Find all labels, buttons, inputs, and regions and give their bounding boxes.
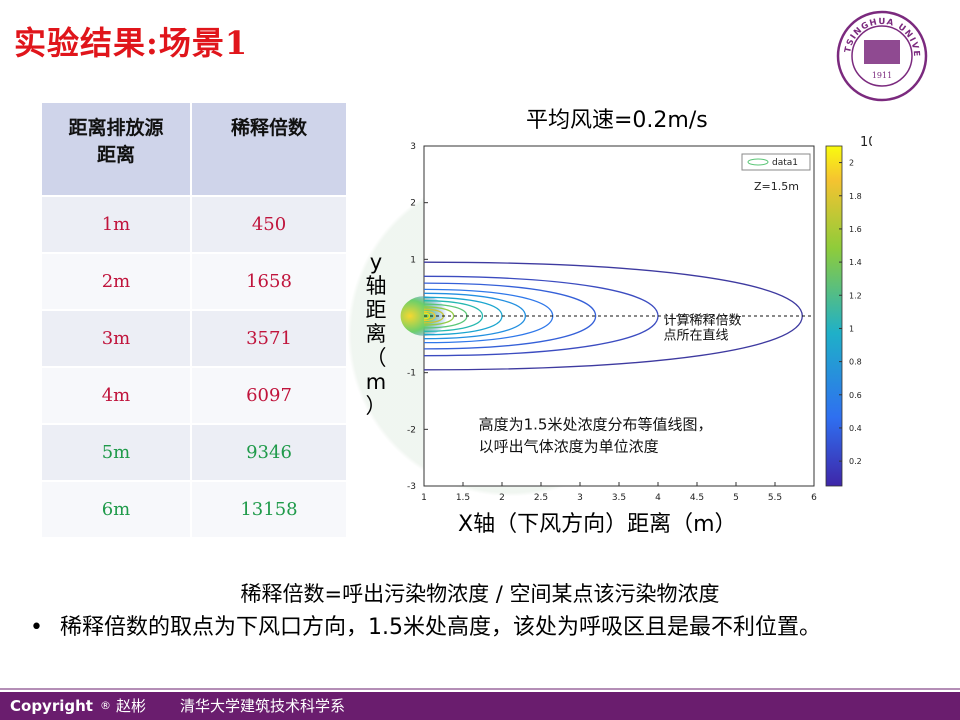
x-tick-label: 1.5 (456, 493, 470, 503)
contour-plot: 1 1.5 2 2.5 3 3.5 4 4.5 5 5.5 6 3 2 10 -1 -2 -3 data1 Z=1… (400, 133, 872, 503)
colorbar-tick-label: 1 (849, 324, 854, 333)
colorbar-exponent-base: 10 (860, 135, 872, 150)
colorbar-tick-label: 0.8 (849, 358, 862, 367)
annotation-line: 高度为1.5米处浓度分布等值线图， (479, 415, 713, 433)
y-tick-label: 2 (410, 199, 416, 209)
annotation: 高度为1.5米处浓度分布等值线图， 以呼出气体浓度为单位浓度 (479, 415, 713, 455)
contour-line (423, 306, 455, 326)
footer-bar: Copyright ® 赵彬 清华大学建筑技术科学系 (0, 692, 960, 720)
y-tick-label: 1 (410, 255, 416, 265)
chart-title: 平均风速=0.2m/s (526, 108, 708, 133)
x-tick-label: 1 (421, 493, 427, 503)
colorbar-tick-label: 1.4 (849, 258, 862, 267)
x-tick-label: 4.5 (690, 493, 704, 503)
university-logo: TSINGHUA UNIVERSITY 1911 (836, 10, 928, 102)
y-tick-label: 3 (410, 142, 416, 152)
table-row: 1m 450 (42, 195, 348, 253)
z-height-label: Z=1.5m (754, 180, 799, 193)
bullet-symbol: • (30, 615, 43, 640)
x-tick-label: 3.5 (612, 493, 626, 503)
footer-separator (0, 688, 960, 690)
y-tick-label: -1 (407, 369, 416, 379)
colorbar-tick-label: 2 (849, 159, 854, 168)
colorbar-tick-label: 1.2 (849, 291, 862, 300)
footer-organization: 清华大学建筑技术科学系 (180, 697, 346, 715)
x-tick-label: 4 (655, 493, 661, 503)
header-distance: 距离排放源 距离 (42, 103, 192, 196)
table-row: 2m 1658 (42, 252, 348, 310)
x-tick-label: 2.5 (534, 493, 548, 503)
colorbar-tick-label: 0.6 (849, 391, 862, 400)
x-tick-label: 2 (499, 493, 505, 503)
dilution-table: 距离排放源 距离 稀释倍数 1m 450 2m 1658 3m 3571 4m 6097 … (42, 103, 348, 537)
x-tick-label: 3 (577, 493, 583, 503)
colorbar-tick-label: 0.2 (849, 457, 862, 466)
table-row: 3m 3571 (42, 309, 348, 367)
contour-line (423, 292, 527, 340)
colorbar-exponent: 10-3 (860, 133, 872, 150)
table-row: 6m 13158 (42, 480, 348, 537)
legend-entry: data1 (772, 158, 798, 168)
annotation-line: 计算稀释倍数 (663, 314, 741, 329)
annotation: 计算稀释倍数点所在直线 (663, 314, 741, 344)
contour-line (423, 300, 484, 332)
x-tick-label: 5.5 (768, 493, 782, 503)
legend-box (741, 153, 811, 171)
legend-swatch (747, 158, 769, 166)
bullet-point: • 稀释倍数的取点为下风口方向，1.5米处高度，该处为呼吸区且是最不利位置。 (30, 612, 930, 644)
contour-line (423, 310, 436, 322)
annotation-line: 以呼出气体浓度为单位浓度 (479, 437, 659, 455)
y-axis-label: y 轴距离（m） (365, 250, 387, 418)
x-axis-label: X轴（下风方向）距离（m） (458, 512, 737, 537)
colorbar-tick-label: 0.4 (849, 424, 862, 433)
colorbar (825, 145, 843, 487)
footer-author: 赵彬 (116, 697, 147, 715)
colorbar-tick-label: 1.8 (849, 192, 862, 201)
logo-year: 1911 (872, 71, 892, 80)
x-tick-label: 6 (811, 493, 817, 503)
contour-line (423, 312, 431, 320)
colorbar-tick-label: 1.6 (849, 225, 862, 234)
table-row: 4m 6097 (42, 366, 348, 424)
y-tick-label: -3 (407, 482, 416, 492)
y-tick-label: -2 (407, 425, 416, 435)
table-row: 5m 9346 (42, 423, 348, 481)
registered-mark: ® (100, 699, 111, 712)
slide-title: 实验结果:场景1 (14, 24, 249, 62)
footer-copyright: Copyright (10, 697, 93, 715)
contour-line (423, 282, 597, 350)
dilution-formula: 稀释倍数=呼出污染物浓度 / 空间某点该污染物浓度 (240, 582, 720, 606)
header-dilution: 稀释倍数 (191, 103, 348, 196)
x-tick-label: 5 (733, 493, 739, 503)
annotation-line: 点所在直线 (663, 329, 728, 344)
bullet-text: 稀释倍数的取点为下风口方向，1.5米处高度，该处为呼吸区且是最不利位置。 (60, 615, 821, 640)
